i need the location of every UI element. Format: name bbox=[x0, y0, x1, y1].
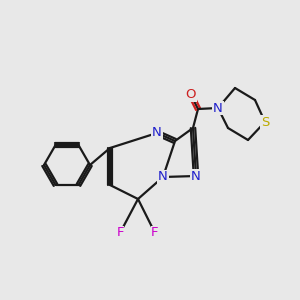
Text: N: N bbox=[158, 170, 168, 184]
Text: O: O bbox=[186, 88, 196, 101]
Text: F: F bbox=[151, 226, 159, 239]
Text: N: N bbox=[213, 101, 223, 115]
Text: S: S bbox=[261, 116, 269, 128]
Text: N: N bbox=[191, 169, 201, 182]
Text: F: F bbox=[116, 226, 124, 239]
Text: N: N bbox=[152, 127, 162, 140]
